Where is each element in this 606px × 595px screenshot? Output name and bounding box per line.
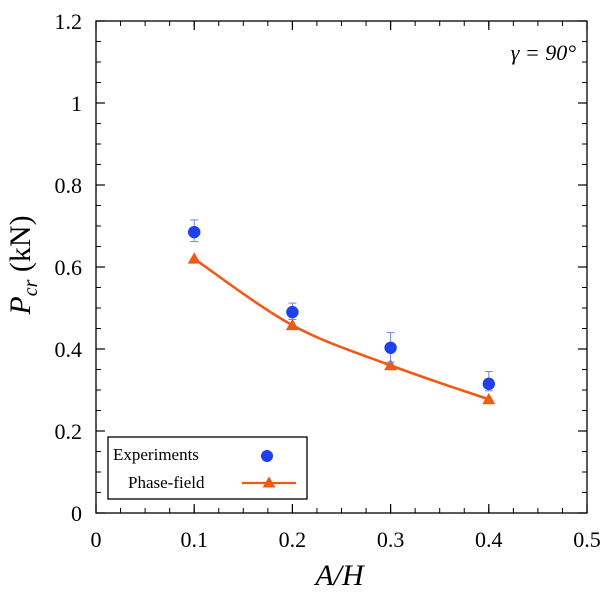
phase-field-point bbox=[285, 318, 299, 331]
x-tick-label: 0 bbox=[91, 527, 102, 552]
phase-field-point bbox=[187, 252, 201, 264]
y-tick-label: 1.2 bbox=[55, 9, 83, 34]
y-tick-label: 0 bbox=[71, 501, 82, 526]
y-tick-label: 0.4 bbox=[55, 337, 83, 362]
phase-field-point bbox=[482, 392, 496, 405]
experiment-point bbox=[188, 225, 201, 239]
experiment-point bbox=[482, 377, 495, 391]
x-tick-label: 0.3 bbox=[377, 527, 405, 552]
legend-marker-phase-field bbox=[262, 476, 276, 488]
y-axis-title-unit: (kN) bbox=[4, 215, 37, 279]
x-tick-label: 0.5 bbox=[573, 527, 601, 552]
y-tick-label: 0.2 bbox=[55, 419, 83, 444]
legend-box bbox=[107, 436, 308, 500]
x-axis-title: A/H bbox=[313, 559, 366, 592]
angle-annotation: γ = 90° bbox=[511, 40, 577, 65]
x-tick-labels: 0 0.1 0.2 0.3 0.4 0.5 bbox=[91, 527, 601, 552]
x-tick-label: 0.4 bbox=[475, 527, 503, 552]
legend-label-experiments: Experiments bbox=[113, 445, 199, 464]
y-tick-label: 0.8 bbox=[55, 173, 83, 198]
experiment-point bbox=[384, 341, 397, 354]
data-layer bbox=[187, 219, 496, 405]
y-axis-title: Pcr (kN) bbox=[4, 215, 42, 315]
legend: Experiments Phase-field bbox=[107, 436, 308, 500]
legend-marker-experiments bbox=[261, 450, 273, 462]
phase-field-line bbox=[193, 257, 490, 401]
y-axis-title-sub: cr bbox=[20, 279, 42, 296]
y-axis-title-main: P bbox=[4, 296, 37, 315]
x-tick-label: 0.1 bbox=[180, 527, 208, 552]
x-tick-label: 0.2 bbox=[279, 527, 307, 552]
y-tick-label: 0.6 bbox=[55, 255, 83, 280]
y-tick-label: 1 bbox=[71, 91, 82, 116]
phase-field-point bbox=[384, 358, 398, 371]
y-tick-labels: 0 0.2 0.4 0.6 0.8 1 1.2 bbox=[55, 9, 83, 526]
plot-frame bbox=[95, 20, 588, 514]
legend-label-phase-field: Phase-field bbox=[128, 473, 205, 492]
experiment-point bbox=[286, 305, 299, 319]
